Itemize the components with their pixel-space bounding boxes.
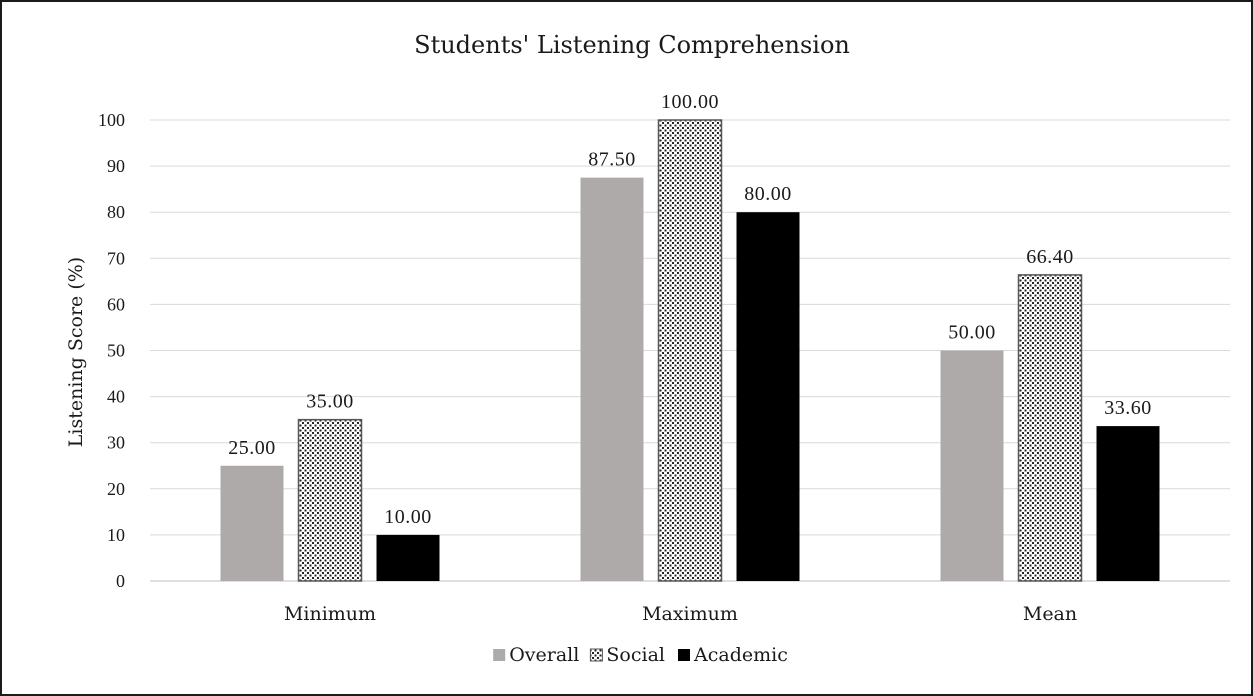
data-label: 33.60 bbox=[1104, 397, 1152, 419]
legend-label-overall: Overall bbox=[509, 644, 579, 666]
bar-overall-mean bbox=[940, 350, 1004, 581]
x-axis-ticks: Minimum Maximum Mean bbox=[284, 603, 1077, 625]
data-label: 10.00 bbox=[384, 506, 432, 528]
x-tick-label: Minimum bbox=[284, 603, 376, 625]
x-tick-label: Maximum bbox=[642, 603, 738, 625]
bar-overall-minimum bbox=[220, 465, 284, 581]
legend: Overall Social Academic bbox=[493, 644, 788, 666]
legend-swatch-social bbox=[589, 648, 603, 662]
y-axis-title: Listening Score (%) bbox=[65, 257, 87, 447]
legend-swatch-overall bbox=[493, 649, 506, 661]
bar-social-minimum bbox=[297, 418, 363, 582]
y-tick-label: 40 bbox=[107, 387, 125, 407]
y-tick-label: 20 bbox=[107, 479, 125, 499]
bar-academic-mean bbox=[1096, 426, 1160, 581]
data-label: 66.40 bbox=[1026, 246, 1074, 268]
y-tick-label: 90 bbox=[107, 156, 125, 176]
legend-label-academic: Academic bbox=[693, 644, 788, 666]
data-label: 25.00 bbox=[228, 437, 276, 459]
y-tick-label: 100 bbox=[98, 110, 125, 130]
bar-academic-minimum bbox=[376, 534, 440, 581]
bar-overall-maximum bbox=[580, 177, 644, 581]
y-tick-label: 0 bbox=[116, 571, 125, 591]
y-tick-label: 70 bbox=[107, 248, 125, 268]
bar-social-mean bbox=[1017, 274, 1083, 582]
data-label: 50.00 bbox=[948, 322, 996, 344]
y-tick-label: 30 bbox=[107, 433, 125, 453]
y-tick-label: 60 bbox=[107, 294, 125, 314]
x-tick-label: Mean bbox=[1023, 603, 1077, 625]
data-label: 100.00 bbox=[661, 91, 719, 113]
data-label: 87.50 bbox=[588, 149, 636, 171]
bar-social-maximum bbox=[657, 119, 723, 582]
data-labels: 25.00 35.00 10.00 87.50 100.00 80.00 50.00 66.4… bbox=[228, 91, 1152, 528]
data-label: 80.00 bbox=[744, 183, 792, 205]
y-axis-ticks: 0 10 20 30 40 50 60 70 80 90 100 bbox=[98, 110, 125, 591]
legend-label-social: Social bbox=[606, 644, 665, 666]
bar-academic-maximum bbox=[736, 212, 800, 581]
legend-swatch-academic bbox=[678, 649, 690, 661]
chart-title: Students' Listening Comprehension bbox=[414, 31, 850, 59]
y-tick-label: 10 bbox=[107, 525, 125, 545]
bars bbox=[220, 119, 1160, 582]
data-label: 35.00 bbox=[306, 391, 354, 413]
y-tick-label: 80 bbox=[107, 202, 125, 222]
y-tick-label: 50 bbox=[107, 341, 125, 361]
